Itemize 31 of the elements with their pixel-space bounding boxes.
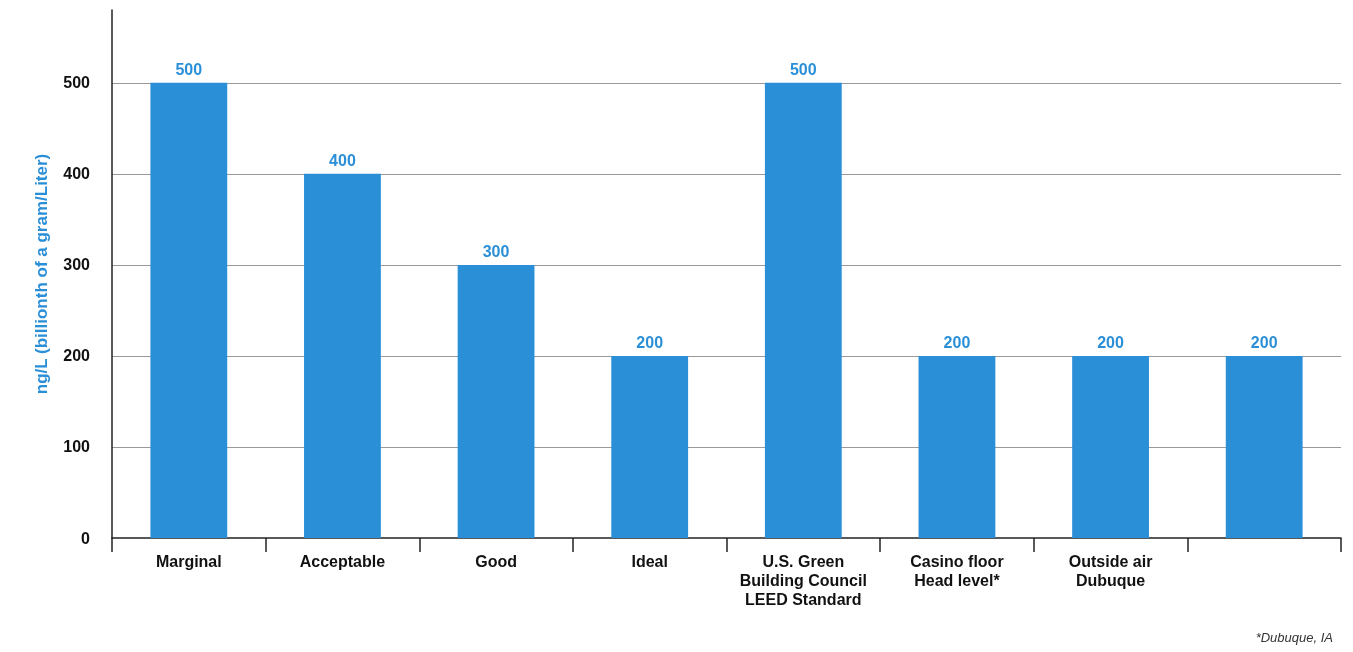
y-tick-label: 400 <box>63 165 91 183</box>
y-tick-label: 500 <box>63 74 91 92</box>
bar <box>611 355 689 538</box>
text: *Dubuque, IA <box>1255 630 1334 645</box>
x-tick-label: U.S. Green Building Council LEED Standard <box>739 553 867 608</box>
y-tick-label: 100 <box>63 438 91 456</box>
y-tick-label: 0 <box>81 529 91 547</box>
y-tick-label: 300 <box>63 256 91 274</box>
x-tick-label: Marginal <box>155 553 222 570</box>
data-label: 300 <box>482 243 510 261</box>
data-label: 500 <box>175 61 203 79</box>
bar <box>1072 355 1149 538</box>
x-tick-label: Ideal <box>631 553 668 570</box>
bar <box>304 173 381 538</box>
data-label: 400 <box>329 152 356 170</box>
bar <box>764 82 842 538</box>
data-label: 200 <box>1250 334 1278 352</box>
y-axis-title: ng/L (billionth of a gram/Liter) <box>32 153 51 395</box>
bar <box>150 82 228 538</box>
data-label: 200 <box>1097 334 1125 352</box>
y-tick-label: 200 <box>63 347 91 365</box>
data-label: 200 <box>943 334 971 352</box>
bar <box>457 264 535 538</box>
bar <box>918 355 996 538</box>
x-tick-label: Acceptable <box>299 553 386 570</box>
bar <box>1225 355 1303 538</box>
data-label: 500 <box>789 61 817 79</box>
data-label: 200 <box>636 334 664 352</box>
x-tick-label: Casino floor Head level* <box>910 553 1004 589</box>
x-tick-label: Outside air Dubuque <box>1068 553 1153 589</box>
x-tick-label: Good <box>475 553 517 570</box>
